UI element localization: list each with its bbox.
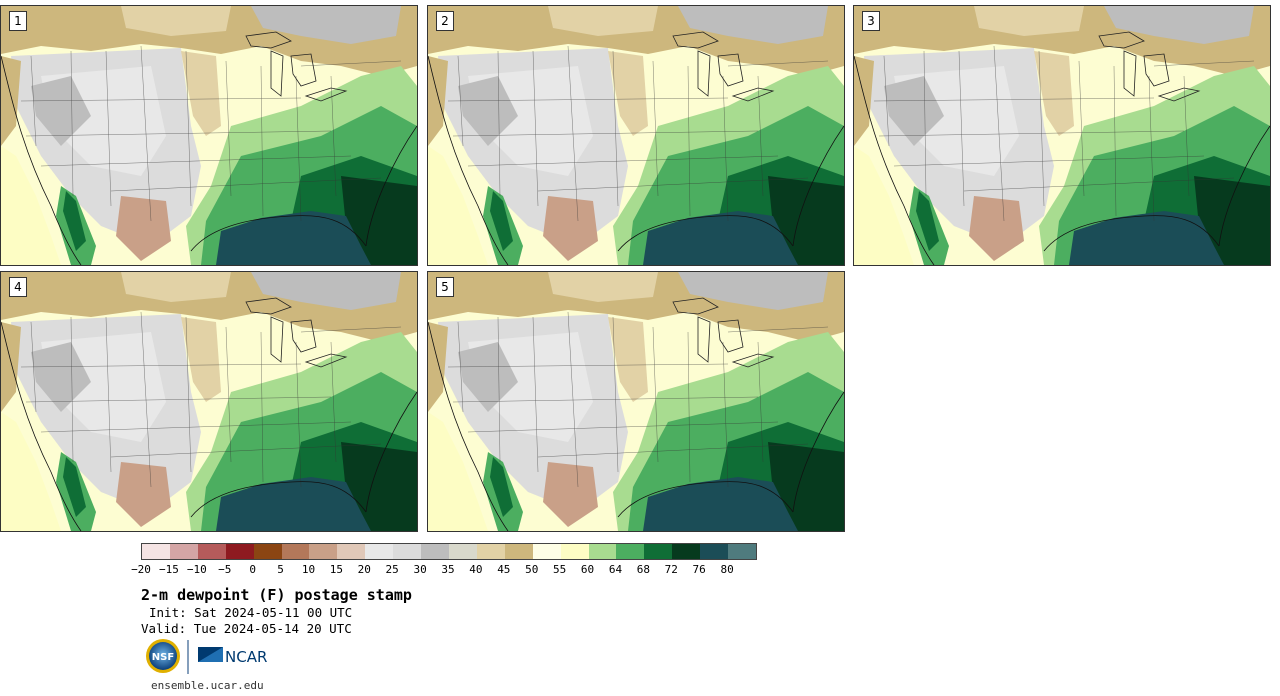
colorbar-swatch: [309, 544, 338, 559]
dewpoint-map: [1, 6, 417, 265]
map-panel-3[interactable]: 3: [853, 5, 1271, 266]
svg-text:NSF: NSF: [152, 652, 174, 663]
member-number-label: 2: [436, 11, 454, 31]
colorbar-tick: 80: [720, 563, 734, 576]
valid-line: Valid: Tue 2024-05-14 20 UTC: [141, 621, 352, 636]
init-line: Init: Sat 2024-05-11 00 UTC: [149, 605, 352, 620]
colorbar-swatch: [728, 544, 756, 559]
valid-value: Tue 2024-05-14 20 UTC: [193, 621, 352, 636]
colorbar-tick: 20: [357, 563, 371, 576]
colorbar-tick: 15: [329, 563, 343, 576]
colorbar-tick: 76: [692, 563, 706, 576]
colorbar-swatch: [616, 544, 645, 559]
map-panel-2[interactable]: 2: [427, 5, 845, 266]
colorbar-swatch: [253, 544, 282, 559]
colorbar-swatch: [197, 544, 226, 559]
figure-title: 2-m dewpoint (F) postage stamp: [141, 586, 412, 604]
map-panel-4[interactable]: 4: [0, 271, 418, 532]
colorbar-swatch: [532, 544, 561, 559]
colorbar-swatch: [476, 544, 505, 559]
map-panel-5[interactable]: 5: [427, 271, 845, 532]
colorbar-tick: 0: [249, 563, 256, 576]
colorbar-tick: 45: [497, 563, 511, 576]
colorbar-tick: −20: [131, 563, 151, 576]
colorbar-tick: 25: [385, 563, 399, 576]
colorbar-tick: 60: [580, 563, 595, 576]
init-value: Sat 2024-05-11 00 UTC: [194, 605, 353, 620]
colorbar-tick: 10: [301, 563, 316, 576]
colorbar-tick: 40: [469, 563, 483, 576]
colorbar-swatch: [142, 544, 170, 559]
colorbar-tick: 5: [277, 563, 284, 576]
colorbar-tick-labels: −20 −15 −10 −5 0 5 10 15 20 25 30 35 40 45 50 55 60 64 68 7…: [131, 563, 755, 577]
colorbar-swatch: [281, 544, 310, 559]
colorbar-tick: 64: [608, 563, 623, 576]
colorbar-tick: 35: [441, 563, 455, 576]
colorbar-tick: −5: [218, 563, 232, 576]
footer-url[interactable]: ensemble.ucar.edu: [151, 679, 264, 692]
svg-text:NCAR: NCAR: [225, 648, 267, 666]
map-panel-1[interactable]: 1: [0, 5, 418, 266]
colorbar-tick: 72: [664, 563, 678, 576]
dewpoint-map: [428, 6, 844, 265]
dewpoint-colorbar: [141, 543, 757, 560]
colorbar-tick: 68: [636, 563, 650, 576]
colorbar-swatch: [644, 544, 673, 559]
colorbar-swatch: [672, 544, 701, 559]
init-label: Init:: [149, 605, 187, 620]
colorbar-tick: 50: [525, 563, 539, 576]
colorbar-swatch: [700, 544, 729, 559]
member-number-label: 1: [9, 11, 27, 31]
colorbar-swatch: [421, 544, 449, 559]
sponsor-logos: NSF NCAR: [145, 638, 275, 676]
colorbar-tick: 30: [413, 563, 427, 576]
colorbar-swatch: [225, 544, 254, 559]
colorbar-swatch: [504, 544, 533, 559]
colorbar-tick: 55: [553, 563, 567, 576]
colorbar-swatch: [448, 544, 477, 559]
member-number-label: 3: [862, 11, 880, 31]
dewpoint-map: [428, 272, 844, 531]
dewpoint-map: [854, 6, 1270, 265]
colorbar-swatch: [588, 544, 617, 559]
colorbar-swatch: [560, 544, 589, 559]
nsf-ncar-logo: NSF NCAR: [146, 639, 267, 674]
valid-label: Valid:: [141, 621, 187, 636]
colorbar-swatch: [365, 544, 394, 559]
colorbar-swatch: [337, 544, 366, 559]
colorbar-swatch: [393, 544, 422, 559]
colorbar-tick: −10: [186, 563, 207, 576]
colorbar-tick: −15: [158, 563, 179, 576]
member-number-label: 5: [436, 277, 454, 297]
member-number-label: 4: [9, 277, 27, 297]
dewpoint-map: [1, 272, 417, 531]
colorbar-swatch: [169, 544, 198, 559]
